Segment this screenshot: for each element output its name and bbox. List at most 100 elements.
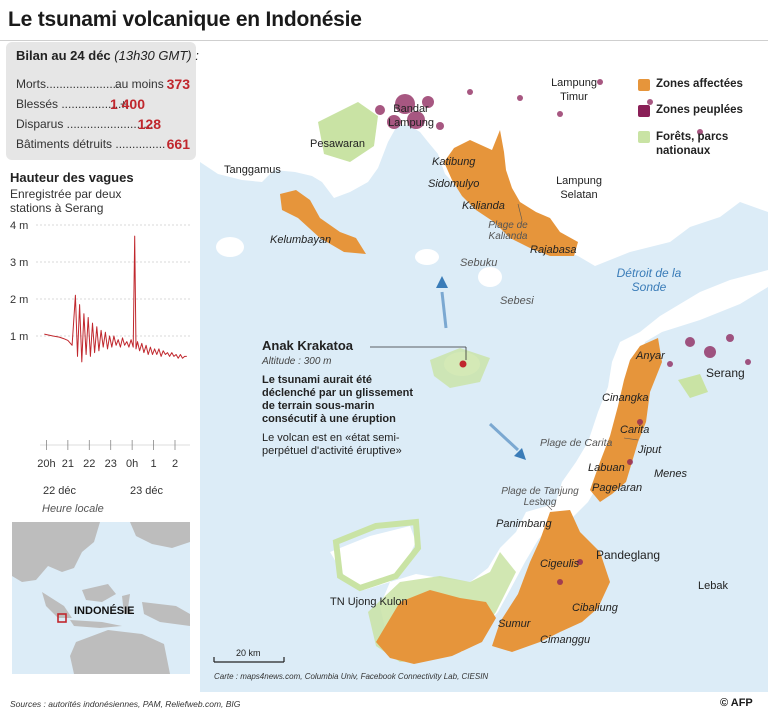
wave-chart-subtitle: Enregistrée par deux stations à Serang	[10, 187, 122, 215]
label-plage-tanjung-lesung: Plage de Tanjung Lesung	[501, 486, 579, 508]
casualty-row-injured: Blessés .................... + 1 400	[16, 96, 190, 114]
island-sebuku	[415, 249, 439, 265]
x-tick-label: 2	[172, 458, 178, 470]
inset-borneo	[82, 584, 116, 602]
label-pandeglang: Pandeglang	[596, 548, 661, 562]
southern-sea	[400, 652, 768, 692]
affected-kelumbayan	[280, 190, 366, 254]
inset-sumatra	[42, 592, 72, 618]
afp-logo: © AFP	[720, 697, 753, 709]
sunda-strait-map: Zones affectées Zones peuplées Forêts, p…	[200, 42, 768, 692]
infographic-title: Le tsunami volcanique en Indonésie	[8, 8, 362, 31]
legend-label: Forêts, parcs nationaux	[656, 131, 729, 157]
label-cigeulis: Cigeulis	[540, 558, 580, 570]
label-cimanggu: Cimanggu	[540, 634, 591, 646]
arrow-head-north	[436, 276, 448, 288]
label-lampung-timur: Lampung Timur	[551, 77, 597, 103]
forest-krakatoa	[430, 348, 490, 388]
casualty-header: Bilan au 24 déc (13h30 GMT) :	[16, 48, 199, 63]
label-lebak: Lebak	[698, 580, 728, 592]
label-serang: Serang	[706, 366, 745, 380]
label-menes: Menes	[654, 468, 688, 480]
label-pagelaran: Pagelaran	[592, 482, 643, 494]
arrow-head-south	[514, 448, 526, 460]
island-sebesi	[478, 267, 502, 287]
casualty-label: Blessés ....................	[16, 97, 129, 111]
label-plage-kalianda: Plage de Kalianda	[488, 220, 528, 242]
label-labuan: Labuan	[588, 462, 625, 474]
casualty-prefix: au moins	[115, 77, 164, 91]
wave-chart-title: Hauteur des vagues	[10, 170, 134, 185]
affected-pandeglang-south	[492, 510, 610, 652]
casualty-value: 1 400	[109, 96, 145, 112]
inset-australia	[70, 630, 170, 674]
legend-label: Zones affectées	[656, 78, 743, 90]
label-panimbang: Panimbang	[496, 518, 552, 530]
casualty-box: Bilan au 24 déc (13h30 GMT) : Morts.....…	[6, 42, 199, 160]
y-tick-label: 3 m	[10, 257, 28, 269]
x-tick-label: 21	[62, 458, 74, 470]
title-divider	[0, 40, 768, 41]
volcano-altitude: Altitude : 300 m	[262, 356, 332, 367]
tsunami-arrow-north	[440, 291, 448, 329]
x-tick-label: 0h	[126, 458, 138, 470]
inset-new-guinea	[142, 602, 190, 626]
legend-swatch	[638, 105, 650, 117]
label-lampung-selatan: Lampung Selatan	[556, 175, 602, 201]
label-cinangka: Cinangka	[602, 392, 649, 404]
sources-note: Sources : autorités indonésiennes, PAM, …	[10, 699, 241, 709]
label-carita: Carita	[620, 424, 650, 436]
label-bandar-lampung: Bandar Lampung	[388, 103, 434, 129]
label-plage-carita: Plage de Carita	[540, 437, 613, 449]
tsunami-arrow-south	[488, 422, 520, 452]
x-tick-label: 23	[105, 458, 117, 470]
volcano-name: Anak Krakatoa	[262, 338, 354, 353]
label-kelumbayan: Kelumbayan	[270, 234, 332, 246]
inset-mainland-asia	[12, 522, 100, 582]
label-tanggamus: Tanggamus	[224, 164, 281, 176]
wave-height-chart: 4 m 3 m 2 m 1 m 20h 21 22 23 0h 1 2 22 déc 23 déc…	[10, 220, 190, 515]
y-tick-label: 4 m	[10, 220, 28, 232]
casualty-value: 373	[166, 76, 190, 92]
label-kalianda: Kalianda	[462, 200, 505, 212]
legend-swatch	[638, 79, 650, 91]
label-sidomulyo: Sidomulyo	[428, 178, 480, 190]
label-katibung: Katibung	[432, 156, 476, 168]
casualty-value: 661	[166, 136, 190, 152]
map-credit: Carte : maps4news.com, Columbia Univ, Fa…	[214, 672, 489, 681]
x-tick-label: 22	[83, 458, 95, 470]
inset-locator-map: INDONÉSIE	[12, 522, 190, 674]
island-legundi	[216, 237, 244, 257]
legend-swatch	[638, 131, 650, 143]
casualty-label: Bâtiments détruits ...............	[16, 137, 166, 151]
label-sebuku: Sebuku	[460, 257, 498, 269]
scale-label: 20 km	[236, 648, 261, 658]
label-anyar: Anyar	[636, 350, 665, 362]
volcano-note-cause: Le tsunami aurait été déclenché par un g…	[262, 374, 413, 425]
label-sumur: Sumur	[498, 618, 531, 630]
x-tick-label: 1	[151, 458, 157, 470]
casualty-label: Morts......................	[16, 77, 120, 91]
casualty-header-date: Bilan au 24 déc	[16, 48, 111, 63]
inset-java	[70, 620, 122, 628]
affected-ujong-kulon	[376, 590, 496, 664]
x-tick-label: 20h	[37, 458, 55, 470]
affected-banten-coast	[590, 338, 662, 502]
casualty-row-buildings: Bâtiments détruits ............... 661	[16, 136, 190, 154]
populated-areas	[375, 79, 751, 585]
casualty-header-time: (13h30 GMT) :	[114, 48, 199, 63]
casualty-row-missing: Disparus .......................... 128	[16, 116, 190, 134]
inset-location-marker	[57, 613, 67, 623]
inset-philippines	[130, 522, 190, 548]
label-cibaliung: Cibaliung	[572, 602, 618, 614]
y-tick-label: 2 m	[10, 294, 28, 306]
casualty-label: Disparus ..........................	[16, 117, 154, 131]
wave-series-line	[44, 235, 187, 363]
date-label-23: 23 déc	[130, 485, 164, 497]
forest-serang	[678, 374, 708, 398]
label-jiput: Jiput	[638, 444, 662, 456]
label-sebesi: Sebesi	[500, 295, 534, 307]
inset-country-label: INDONÉSIE	[74, 604, 135, 617]
casualty-value: 128	[137, 116, 161, 132]
inset-sulawesi	[122, 594, 134, 614]
